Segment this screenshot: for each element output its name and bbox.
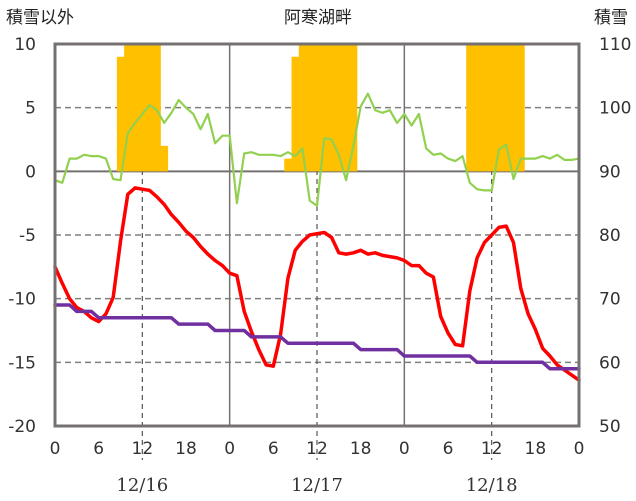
precip-bar bbox=[284, 158, 292, 172]
precip-bar bbox=[335, 44, 343, 172]
left-tick-label: -5 bbox=[19, 226, 36, 246]
right-tick-label: 110 bbox=[599, 35, 631, 55]
chart-title: 阿寒湖畔 bbox=[284, 8, 352, 28]
x-tick-label: 0 bbox=[224, 439, 235, 459]
precip-bar bbox=[502, 44, 511, 172]
precip-bar bbox=[124, 44, 132, 172]
precip-bar bbox=[138, 44, 147, 172]
left-axis-ticks: 10 5 0 -5 -10 -15 -20 bbox=[8, 35, 36, 437]
precip-bar bbox=[495, 44, 503, 172]
left-tick-label: -10 bbox=[8, 290, 36, 310]
precip-bar bbox=[313, 44, 321, 172]
left-tick-label: 10 bbox=[14, 35, 36, 55]
x-tick-label: 6 bbox=[443, 439, 454, 459]
precip-bar bbox=[306, 44, 314, 172]
x-axis-ticks: 0 6 12 18 0 6 12 18 0 6 12 18 0 bbox=[50, 439, 585, 459]
series-lines bbox=[53, 92, 581, 382]
precip-bar bbox=[160, 145, 169, 172]
x-tick-label: 6 bbox=[268, 439, 279, 459]
precip-bar bbox=[349, 44, 358, 172]
right-tick-label: 60 bbox=[599, 353, 621, 373]
left-axis-label: 積雪以外 bbox=[6, 8, 74, 28]
right-axis-label: 積雪 bbox=[594, 8, 628, 28]
precip-bar bbox=[291, 56, 300, 172]
precip-bar bbox=[145, 44, 154, 172]
day-labels: 12/16 12/17 12/18 bbox=[116, 475, 517, 496]
left-tick-label: 5 bbox=[25, 99, 36, 119]
precip-bar bbox=[517, 44, 525, 172]
left-tick-label: -20 bbox=[8, 417, 36, 437]
precip-bar bbox=[342, 44, 351, 172]
precip-bar bbox=[327, 44, 336, 172]
x-tick-label: 18 bbox=[350, 439, 372, 459]
precip-bar bbox=[488, 44, 496, 172]
snow_depth-line bbox=[53, 303, 581, 371]
left-tick-label: 0 bbox=[25, 162, 36, 182]
precip-bar bbox=[320, 44, 329, 172]
x-tick-label: 6 bbox=[93, 439, 104, 459]
precip-bar bbox=[298, 44, 307, 172]
precip-bar bbox=[116, 56, 125, 172]
x-tick-label: 12 bbox=[306, 439, 328, 459]
day-label: 12/16 bbox=[116, 475, 168, 496]
left-tick-label: -15 bbox=[8, 353, 36, 373]
right-axis-ticks: 110 100 90 80 70 60 50 bbox=[599, 35, 631, 437]
x-tick-label: 18 bbox=[175, 439, 197, 459]
precip-bar bbox=[480, 44, 489, 172]
right-tick-label: 70 bbox=[599, 290, 621, 310]
sunshine-line bbox=[53, 92, 581, 207]
x-tick-label: 0 bbox=[574, 439, 585, 459]
x-tick-label: 0 bbox=[50, 439, 61, 459]
right-tick-label: 80 bbox=[599, 226, 621, 246]
x-tick-label: 18 bbox=[525, 439, 547, 459]
x-tick-label: 12 bbox=[132, 439, 154, 459]
right-tick-label: 50 bbox=[599, 417, 621, 437]
day-label: 12/17 bbox=[291, 475, 343, 496]
plot-frame bbox=[53, 42, 581, 428]
right-tick-label: 100 bbox=[599, 99, 631, 119]
precip-bar bbox=[153, 44, 161, 172]
x-tick-label: 12 bbox=[481, 439, 503, 459]
precip-bar bbox=[131, 44, 139, 172]
temperature-line bbox=[53, 186, 581, 382]
right-tick-label: 90 bbox=[599, 162, 621, 182]
precip-bar bbox=[509, 44, 518, 172]
day-label: 12/18 bbox=[466, 475, 518, 496]
x-tick-label: 0 bbox=[399, 439, 410, 459]
precip-bar bbox=[466, 44, 474, 172]
precipitation-bars bbox=[116, 44, 525, 172]
precip-bar bbox=[473, 44, 482, 172]
